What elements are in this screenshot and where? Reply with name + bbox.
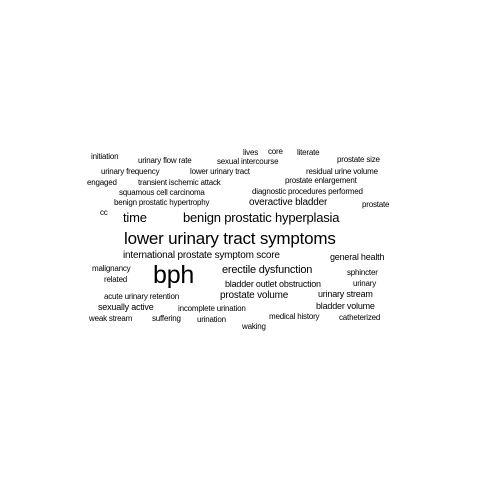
word-malignancy: malignancy [92, 264, 131, 273]
word-initiation: initiation [91, 152, 119, 161]
word-literate: literate [297, 148, 320, 157]
word-transient-ischemic-attack: transient ischemic attack [138, 178, 221, 187]
word-sexually-active: sexually active [98, 302, 154, 312]
word-residual-urine-volume: residual urine volume [306, 167, 378, 176]
word-overactive-bladder: overactive bladder [249, 197, 328, 208]
word-lives: lives [243, 148, 259, 157]
word-engaged: engaged [87, 178, 117, 187]
word-bladder-volume: bladder volume [316, 301, 375, 311]
word-time: time [123, 210, 147, 225]
word-core: core [268, 147, 283, 156]
word-lower-urinary-tract-symptoms: lower urinary tract symptoms [124, 229, 336, 248]
word-waking: waking [242, 322, 266, 331]
word-bph: bph [153, 261, 195, 289]
word-prostate-volume: prostate volume [220, 290, 289, 301]
word-lower-urinary-tract: lower urinary tract [190, 167, 250, 176]
word-benign-prostatic-hyperplasia: benign prostatic hyperplasia [183, 210, 340, 225]
word-sphincter: sphincter [347, 268, 378, 277]
word-prostate-size: prostate size [337, 155, 380, 164]
word-suffering: suffering [152, 314, 181, 323]
word-weak-stream: weak stream [89, 314, 133, 323]
word-prostate: prostate [362, 200, 390, 209]
word-bladder-outlet-obstruction: bladder outlet obstruction [225, 279, 321, 289]
word-general-health: general health [330, 252, 385, 262]
word-international-prostate-symptom-score: international prostate symptom score [123, 250, 280, 261]
word-erectile-dysfunction: erectile dysfunction [222, 264, 313, 276]
word-catheterized: catheterized [339, 313, 381, 322]
word-incomplete-urination: incomplete urination [178, 304, 246, 313]
word-urination: urination [197, 315, 226, 324]
word-related: related [104, 275, 128, 284]
word-squamous-cell-carcinoma: squamous cell carcinoma [119, 188, 205, 197]
word-diagnostic-procedures-performed: diagnostic procedures performed [252, 187, 363, 196]
word-benign-prostatic-hypertrophy: benign prostatic hypertrophy [114, 198, 210, 207]
word-urinary-stream: urinary stream [318, 289, 373, 299]
word-urinary-flow-rate: urinary flow rate [138, 156, 192, 165]
word-sexual-intercourse: sexual intercourse [217, 157, 279, 166]
word-cc: cc [100, 208, 108, 217]
word-acute-urinary-retention: acute urinary retention [104, 292, 180, 301]
word-urinary: urinary [353, 279, 377, 288]
word-urinary-frequency: urinary frequency [101, 167, 160, 176]
word-prostate-enlargement: prostate enlargement [285, 176, 357, 185]
word-medical-history: medical history [269, 312, 320, 321]
